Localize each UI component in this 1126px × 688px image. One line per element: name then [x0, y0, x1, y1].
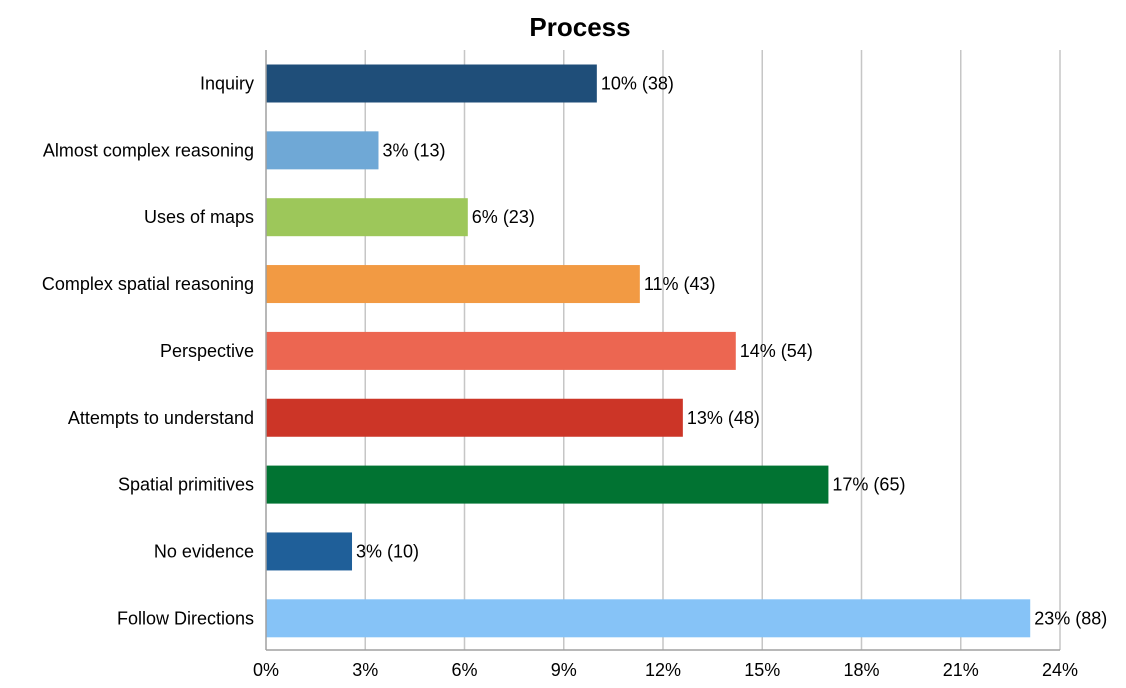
axis-layer: 0% 3% 6% 9% 12% 15% 18% 21% 24%: [253, 50, 1078, 680]
category-label: Perspective: [160, 341, 254, 361]
x-tick-label: 18%: [843, 660, 879, 680]
bar: [266, 198, 468, 237]
x-tick-label: 15%: [744, 660, 780, 680]
category-label: No evidence: [154, 541, 254, 561]
bar: [266, 532, 353, 571]
x-tick-label: 9%: [551, 660, 577, 680]
category-label: Uses of maps: [144, 207, 254, 227]
data-label: 17% (65): [832, 475, 905, 495]
bar: [266, 265, 640, 304]
x-tick-label: 0%: [253, 660, 279, 680]
data-label: 14% (54): [740, 341, 813, 361]
bar: [266, 599, 1031, 638]
x-tick-label: 6%: [451, 660, 477, 680]
category-label: Follow Directions: [117, 608, 254, 628]
data-label: 13% (48): [687, 408, 760, 428]
category-label: Attempts to understand: [68, 408, 254, 428]
bar: [266, 331, 736, 370]
data-label: 23% (88): [1034, 608, 1107, 628]
category-label: Spatial primitives: [118, 475, 254, 495]
bar: [266, 131, 379, 170]
x-tick-label: 24%: [1042, 660, 1078, 680]
data-label: 11% (43): [644, 274, 716, 294]
category-label: Almost complex reasoning: [43, 140, 254, 160]
data-label: 6% (23): [472, 207, 535, 227]
bar: [266, 64, 597, 103]
x-tick-label: 12%: [645, 660, 681, 680]
x-tick-label: 21%: [943, 660, 979, 680]
chart-title: Process: [529, 12, 630, 42]
x-tick-label: 3%: [352, 660, 378, 680]
label-layer: Inquiry 10% (38) Almost complex reasoning 3…: [42, 74, 1107, 629]
bar: [266, 465, 829, 504]
category-label: Inquiry: [200, 74, 254, 94]
bar: [266, 398, 683, 437]
category-label: Complex spatial reasoning: [42, 274, 254, 294]
data-label: 10% (38): [601, 74, 674, 94]
bar-layer: [266, 64, 1031, 638]
data-label: 3% (10): [356, 541, 419, 561]
data-label: 3% (13): [382, 140, 445, 160]
